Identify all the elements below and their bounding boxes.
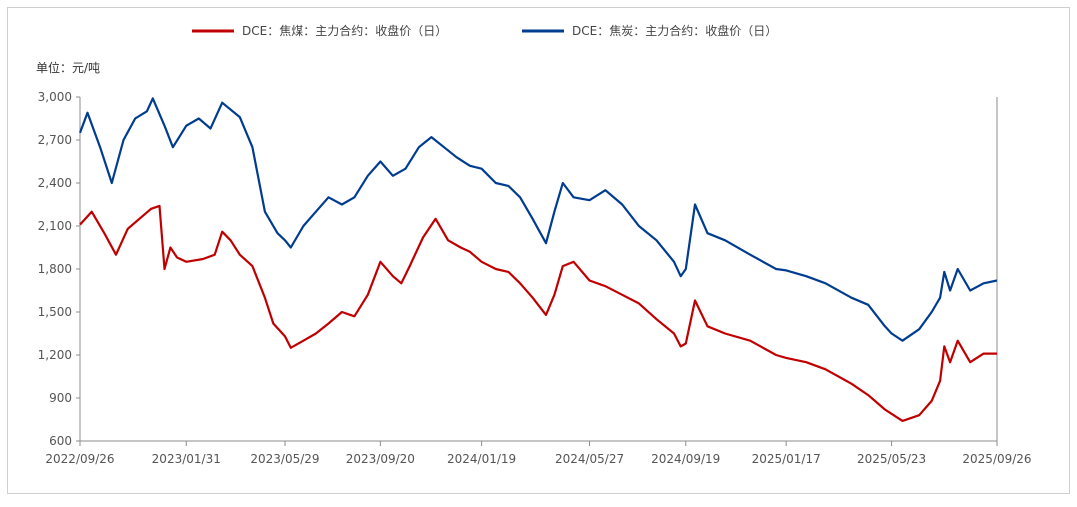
- x-tick-label: 2024/09/19: [651, 452, 720, 466]
- x-tick-label: 2023/01/31: [152, 452, 221, 466]
- y-tick-label: 2,700: [38, 133, 72, 147]
- unit-label: 单位：元/吨: [36, 60, 100, 75]
- x-tick-label: 2025/09/26: [962, 452, 1031, 466]
- x-tick-label: 2025/01/17: [752, 452, 821, 466]
- x-tick-label: 2024/01/19: [447, 452, 516, 466]
- x-tick-label: 2025/05/23: [857, 452, 926, 466]
- x-tick-label: 2023/05/29: [250, 452, 319, 466]
- legend: DCE：焦煤：主力合约：收盘价（日） DCE：焦炭：主力合约：收盘价（日）: [192, 23, 777, 38]
- y-tick-label: 1,800: [38, 262, 72, 276]
- chart-frame: [7, 7, 1070, 494]
- series-group: [78, 97, 998, 422]
- series-line-coking-coal: [79, 204, 997, 422]
- y-tick-label: 3,000: [38, 90, 72, 104]
- y-tick-label: 1,200: [38, 348, 72, 362]
- y-tick-label: 900: [49, 391, 72, 405]
- legend-label-coke: DCE：焦炭：主力合约：收盘价（日）: [572, 23, 777, 38]
- y-tick-label: 2,400: [38, 176, 72, 190]
- axes: 3,000 2,700 2,400 2,100 1,800 1,500 1,200 900 60…: [38, 90, 1032, 466]
- y-tick-label: 1,500: [38, 305, 72, 319]
- series-line-coke: [78, 97, 998, 342]
- x-tick-label: 2023/09/20: [346, 452, 415, 466]
- legend-label-coking-coal: DCE：焦煤：主力合约：收盘价（日）: [242, 23, 447, 38]
- x-tick-label: 2022/09/26: [45, 452, 114, 466]
- x-tick-label: 2024/05/27: [555, 452, 624, 466]
- y-tick-label: 600: [49, 434, 72, 448]
- y-tick-label: 2,100: [38, 219, 72, 233]
